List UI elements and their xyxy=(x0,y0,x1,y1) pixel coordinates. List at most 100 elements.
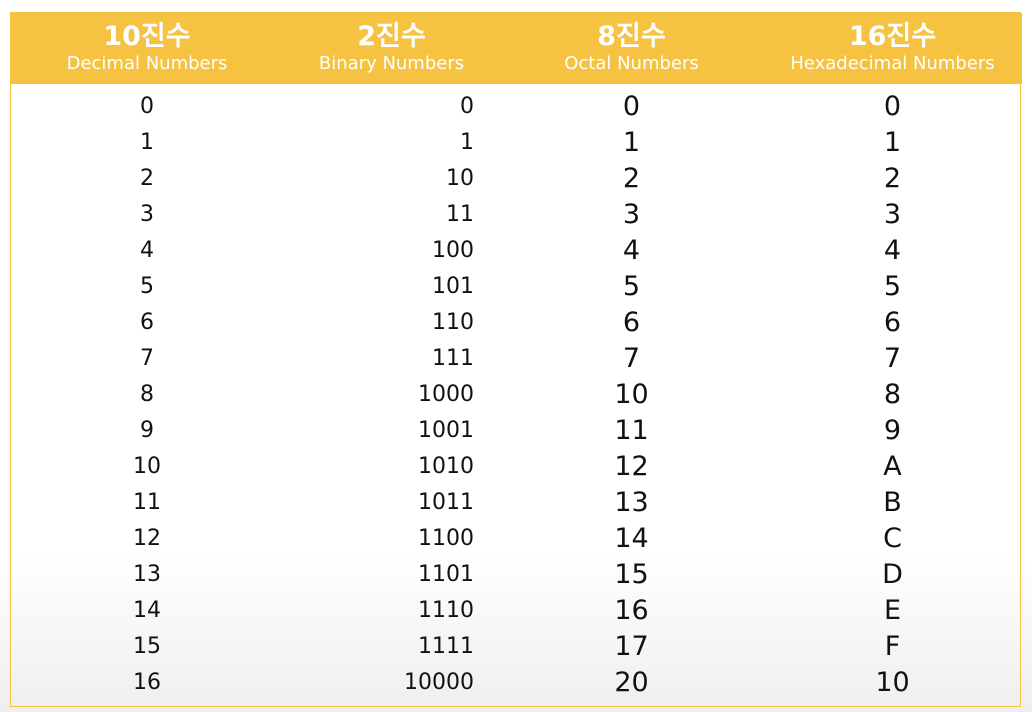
binary-cell: 101 xyxy=(432,273,474,299)
octal-cell: 5 xyxy=(622,270,641,302)
decimal-cell: 1 xyxy=(140,129,154,155)
table-body: 0 0 0 0 1 1 1 1 2 10 2 2 3 11 3 3 4 100 4 4 5 101 5 5 6 110 6 6 7 111… xyxy=(11,84,1022,700)
octal-cell: 0 xyxy=(622,90,641,122)
octal-cell: 2 xyxy=(622,162,641,194)
decimal-cell: 0 xyxy=(140,93,154,119)
octal-cell: 12 xyxy=(614,450,649,482)
decimal-cell: 12 xyxy=(133,525,161,551)
header-decimal-english: Decimal Numbers xyxy=(66,53,228,74)
decimal-cell: 8 xyxy=(140,381,154,407)
header-binary-korean: 2진수 xyxy=(357,21,426,52)
octal-cell: 14 xyxy=(614,522,649,554)
table-header: 10진수 Decimal Numbers 2진수 Binary Numbers … xyxy=(11,13,1022,84)
header-decimal: 10진수 Decimal Numbers xyxy=(11,13,283,84)
table-row: 6 110 6 6 xyxy=(11,304,1022,340)
hexadecimal-cell: A xyxy=(883,450,902,482)
decimal-cell: 10 xyxy=(133,453,161,479)
binary-cell: 110 xyxy=(432,309,474,335)
decimal-cell: 11 xyxy=(133,489,161,515)
binary-cell: 1100 xyxy=(418,525,474,551)
octal-cell: 4 xyxy=(622,234,641,266)
binary-cell: 10 xyxy=(446,165,474,191)
table-row: 9 1001 11 9 xyxy=(11,412,1022,448)
decimal-cell: 5 xyxy=(140,273,154,299)
hexadecimal-cell: C xyxy=(883,522,902,554)
decimal-cell: 7 xyxy=(140,345,154,371)
binary-cell: 1101 xyxy=(418,561,474,587)
table-row: 16 10000 20 10 xyxy=(11,664,1022,700)
octal-cell: 11 xyxy=(614,414,649,446)
table-row: 4 100 4 4 xyxy=(11,232,1022,268)
table-row: 8 1000 10 8 xyxy=(11,376,1022,412)
table-row: 15 1111 17 F xyxy=(11,628,1022,664)
hexadecimal-cell: 8 xyxy=(883,378,902,410)
binary-cell: 1 xyxy=(460,129,474,155)
hexadecimal-cell: B xyxy=(883,486,902,518)
table-row: 2 10 2 2 xyxy=(11,160,1022,196)
binary-cell: 0 xyxy=(460,93,474,119)
octal-cell: 6 xyxy=(622,306,641,338)
table-row: 12 1100 14 C xyxy=(11,520,1022,556)
binary-cell: 1000 xyxy=(418,381,474,407)
decimal-cell: 2 xyxy=(140,165,154,191)
header-octal-korean: 8진수 xyxy=(597,21,666,52)
header-octal-english: Octal Numbers xyxy=(564,53,699,74)
header-row: 10진수 Decimal Numbers 2진수 Binary Numbers … xyxy=(11,13,1022,84)
binary-cell: 100 xyxy=(432,237,474,263)
header-hexadecimal-english: Hexadecimal Numbers xyxy=(790,53,995,74)
binary-cell: 1001 xyxy=(418,417,474,443)
decimal-cell: 15 xyxy=(133,633,161,659)
decimal-cell: 9 xyxy=(140,417,154,443)
hexadecimal-cell: D xyxy=(882,558,903,590)
binary-cell: 1010 xyxy=(418,453,474,479)
table-row: 14 1110 16 E xyxy=(11,592,1022,628)
table-row: 7 111 7 7 xyxy=(11,340,1022,376)
header-hexadecimal: 16진수 Hexadecimal Numbers xyxy=(763,13,1022,84)
decimal-cell: 4 xyxy=(140,237,154,263)
hexadecimal-cell: 10 xyxy=(875,666,910,698)
octal-cell: 16 xyxy=(614,594,649,626)
octal-cell: 17 xyxy=(614,630,649,662)
hexadecimal-cell: 4 xyxy=(883,234,902,266)
hexadecimal-cell: 3 xyxy=(883,198,902,230)
binary-cell: 11 xyxy=(446,201,474,227)
table-row: 0 0 0 0 xyxy=(11,84,1022,124)
hexadecimal-cell: 6 xyxy=(883,306,902,338)
hexadecimal-cell: 7 xyxy=(883,342,902,374)
header-binary-english: Binary Numbers xyxy=(318,53,465,74)
binary-cell: 1110 xyxy=(418,597,474,623)
header-decimal-korean: 10진수 xyxy=(103,21,191,52)
hexadecimal-cell: 0 xyxy=(883,90,902,122)
octal-cell: 1 xyxy=(622,126,641,158)
octal-cell: 3 xyxy=(622,198,641,230)
table-row: 13 1101 15 D xyxy=(11,556,1022,592)
hexadecimal-cell: 5 xyxy=(883,270,902,302)
header-octal: 8진수 Octal Numbers xyxy=(500,13,763,84)
hexadecimal-cell: 2 xyxy=(883,162,902,194)
octal-cell: 10 xyxy=(614,378,649,410)
octal-cell: 20 xyxy=(614,666,649,698)
conversion-table: 10진수 Decimal Numbers 2진수 Binary Numbers … xyxy=(11,13,1022,700)
hexadecimal-cell: E xyxy=(883,594,902,626)
table-row: 3 11 3 3 xyxy=(11,196,1022,232)
hexadecimal-cell: F xyxy=(884,630,901,662)
hexadecimal-cell: 1 xyxy=(883,126,902,158)
decimal-cell: 13 xyxy=(133,561,161,587)
table-row: 5 101 5 5 xyxy=(11,268,1022,304)
octal-cell: 13 xyxy=(614,486,649,518)
table-row: 1 1 1 1 xyxy=(11,124,1022,160)
octal-cell: 15 xyxy=(614,558,649,590)
decimal-cell: 14 xyxy=(133,597,161,623)
binary-cell: 10000 xyxy=(404,669,474,695)
binary-cell: 111 xyxy=(432,345,474,371)
hexadecimal-cell: 9 xyxy=(883,414,902,446)
octal-cell: 7 xyxy=(622,342,641,374)
decimal-cell: 3 xyxy=(140,201,154,227)
table-row: 11 1011 13 B xyxy=(11,484,1022,520)
header-hexadecimal-korean: 16진수 xyxy=(848,21,937,52)
decimal-cell: 6 xyxy=(140,309,154,335)
decimal-cell: 16 xyxy=(133,669,161,695)
number-system-table: 10진수 Decimal Numbers 2진수 Binary Numbers … xyxy=(10,12,1022,707)
